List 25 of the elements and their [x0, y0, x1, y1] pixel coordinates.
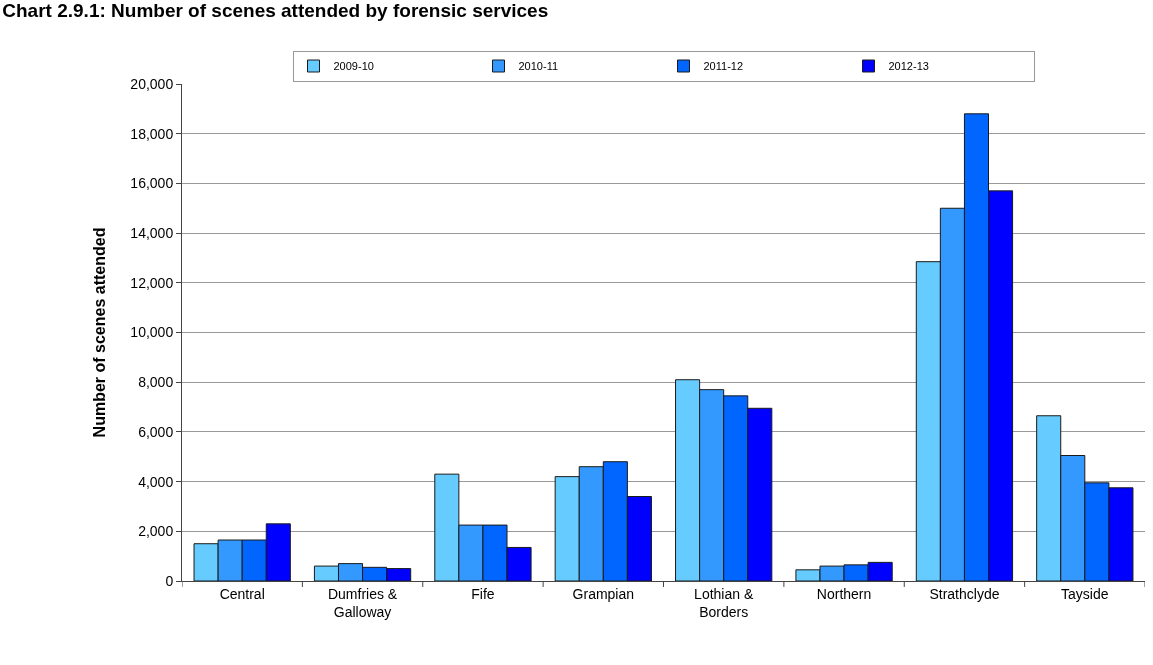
- y-tick-label: 18,000: [130, 125, 174, 142]
- x-tick-label: Fife: [471, 585, 495, 602]
- y-tick-label: 12,000: [130, 274, 174, 291]
- y-tick-label: 4,000: [138, 473, 174, 490]
- y-tick-label: 16,000: [130, 175, 174, 192]
- y-tick-label: 20,000: [130, 75, 174, 92]
- legend-label: 2012-13: [888, 60, 929, 73]
- x-tick-label: Strathclyde: [929, 585, 1000, 602]
- legend-label: 2010-11: [518, 60, 559, 73]
- legend-label: 2009-10: [333, 60, 374, 73]
- legend-label: 2011-12: [703, 60, 744, 73]
- y-tick-label: 14,000: [130, 225, 174, 241]
- x-tick-label: Tayside: [1061, 585, 1109, 602]
- x-tick-label: Grampian: [572, 585, 635, 602]
- y-tick-label: 6,000: [138, 423, 174, 440]
- x-tick-label: Dumfries & Galloway: [327, 585, 398, 620]
- y-tick-label: 0: [165, 572, 174, 589]
- chart-title: Chart 2.9.1: Number of scenes attended by forensic services: [2, 0, 549, 21]
- x-tick-label: Central: [219, 585, 265, 602]
- x-tick-label: Northern: [816, 585, 872, 602]
- y-tick-label: 2,000: [138, 523, 174, 540]
- y-axis-title: Number of scenes attended: [91, 227, 109, 438]
- y-tick-label: 10,000: [130, 324, 174, 341]
- x-tick-label: Lothian & Borders: [694, 585, 754, 620]
- y-tick-label: 8,000: [138, 374, 174, 391]
